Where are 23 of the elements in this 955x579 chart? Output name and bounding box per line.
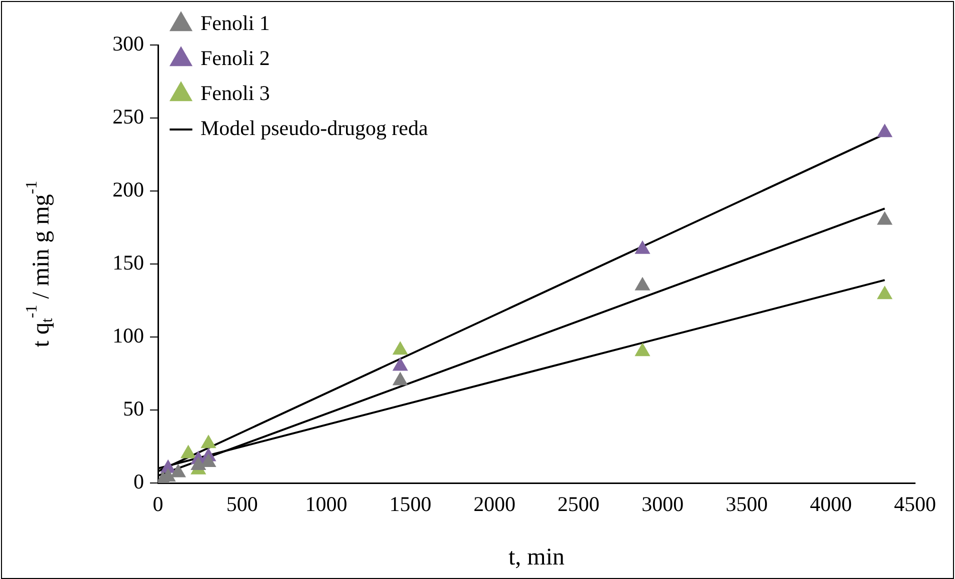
y-tick-label: 200 (112, 178, 144, 202)
x-tick-label: 500 (226, 492, 258, 516)
x-tick-label: 2000 (473, 492, 516, 516)
x-tick-label: 3000 (642, 492, 684, 516)
x-tick-label: 1000 (305, 492, 348, 516)
x-tick-label: 4000 (810, 492, 852, 516)
x-tick-label: 4500 (894, 492, 936, 516)
y-tick-label: 100 (112, 324, 144, 348)
legend-label: Model pseudo-drugog reda (200, 116, 429, 140)
legend-label: Fenoli 1 (200, 11, 270, 36)
x-tick-label: 3500 (726, 492, 768, 516)
y-tick-label: 0 (134, 470, 144, 494)
y-axis-title: t qt-1 / min g mg-1 (24, 180, 56, 348)
y-tick-label: 250 (112, 104, 144, 129)
x-tick-label: 2500 (558, 492, 600, 516)
y-tick-label: 150 (112, 250, 144, 275)
legend-label: Fenoli 2 (200, 46, 270, 70)
legend-label: Fenoli 3 (200, 81, 270, 106)
x-axis-title: t, min (508, 544, 565, 570)
x-tick-label: 0 (152, 492, 164, 516)
y-tick-label: 300 (112, 32, 144, 56)
y-tick-label: 50 (123, 396, 144, 421)
x-tick-label: 1500 (389, 492, 432, 516)
